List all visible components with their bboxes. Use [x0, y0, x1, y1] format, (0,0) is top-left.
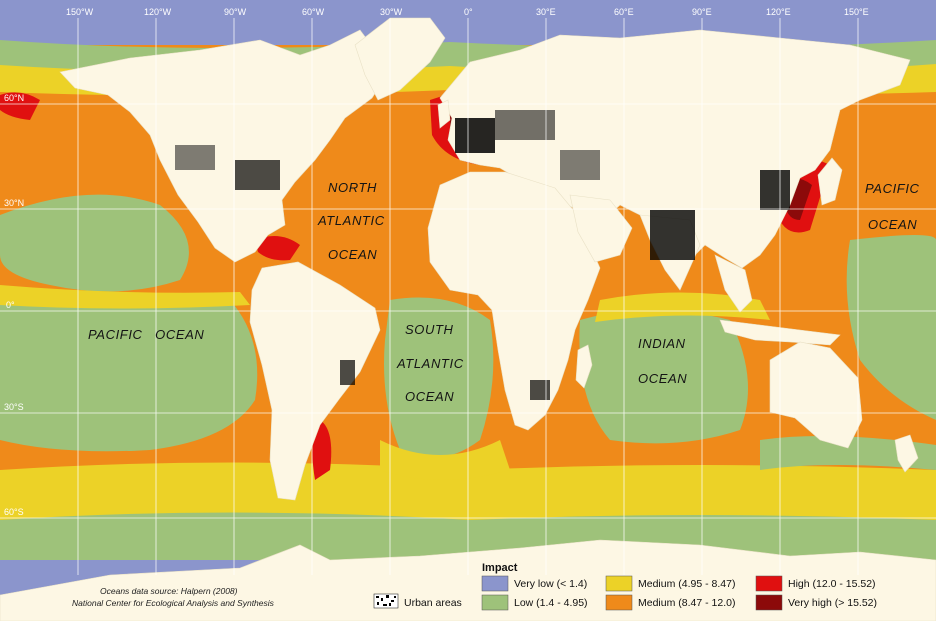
- pacific-east-label: PACIFIC: [865, 181, 920, 196]
- legend-label-medium: Medium (8.47 - 12.0): [638, 597, 735, 609]
- graticule: [0, 18, 936, 575]
- zone-caribbean-high: [255, 236, 300, 261]
- urban-patch: [560, 150, 600, 180]
- urban-patch: [235, 160, 280, 190]
- urban-patch: [760, 170, 790, 210]
- uk-landmass: [437, 99, 451, 129]
- urban-patch: [530, 380, 550, 400]
- ocean-labels: NORTH ATLANTIC OCEAN PACIFIC OCEAN SOUTH…: [88, 180, 920, 404]
- latitude-label: 60°S: [4, 507, 24, 517]
- legend-swatch-very-low: [481, 575, 509, 592]
- japan-landmass: [817, 157, 843, 206]
- longitude-label: 30°W: [380, 7, 403, 17]
- legend-swatch-medium: [605, 594, 633, 611]
- new-zealand-landmass: [894, 434, 919, 473]
- zone-south-atlantic-yellow: [380, 440, 510, 480]
- urban-legend: Urban areas: [373, 593, 462, 609]
- zone-australia-south-low: [760, 436, 936, 470]
- legend-swatch-very-high: [755, 594, 783, 611]
- greenland-landmass: [354, 17, 446, 101]
- longitude-label: 150°E: [844, 7, 869, 17]
- latitude-labels: 60°N 30°N 0° 30°S 60°S: [4, 93, 24, 517]
- pacific-west-label: PACIFIC OCEAN: [88, 327, 204, 342]
- north-atlantic-label: ATLANTIC: [317, 213, 385, 228]
- urban-speckle-icon: [376, 595, 396, 606]
- zone-pacific-east-low: [846, 235, 936, 420]
- australia-landmass: [769, 341, 863, 449]
- longitude-label: 120°W: [144, 7, 172, 17]
- zone-bering-high: [0, 92, 40, 120]
- urban-patch: [495, 110, 555, 140]
- africa-landmass: [427, 171, 601, 431]
- arabia-landmass: [569, 194, 633, 263]
- urban-legend-label: Urban areas: [404, 597, 462, 609]
- longitude-label: 150°W: [66, 7, 94, 17]
- impact-legend: Impact Very low (< 1.4) Low (1.4 - 4.95)…: [481, 562, 877, 611]
- zone-argentina-high: [312, 420, 332, 480]
- longitude-label: 120°E: [766, 7, 791, 17]
- zone-pacific-south-low: [0, 295, 258, 452]
- legend-label-very-low: Very low (< 1.4): [514, 578, 587, 590]
- legend-swatch-high: [755, 575, 783, 592]
- southeast-asia-landmass: [714, 254, 753, 313]
- legend-swatch-low: [481, 594, 509, 611]
- source-credit: Oceans data source: Halpern (2008) Natio…: [72, 586, 275, 608]
- north-atlantic-label: NORTH: [328, 180, 377, 195]
- source-line-2: National Center for Ecological Analysis …: [72, 598, 275, 608]
- south-atlantic-label: SOUTH: [405, 322, 454, 337]
- north-atlantic-label: OCEAN: [328, 247, 377, 262]
- north-america-landmass: [59, 29, 391, 263]
- pacific-east-label: OCEAN: [868, 217, 917, 232]
- legend-label-very-high: Very high (> 15.52): [788, 597, 877, 609]
- legend-swatch-medium-low: [605, 575, 633, 592]
- longitude-label: 30°E: [536, 7, 556, 17]
- zone-indian-yellow: [595, 292, 770, 322]
- south-america-landmass: [249, 261, 381, 501]
- urban-patch: [650, 210, 695, 260]
- urban-patch: [455, 118, 495, 153]
- latitude-label: 30°N: [4, 198, 24, 208]
- legend-label-medium-low: Medium (4.95 - 8.47): [638, 578, 735, 590]
- zone-indian-low: [579, 310, 748, 444]
- urban-areas: [175, 110, 790, 400]
- latitude-label: 60°N: [4, 93, 24, 103]
- zone-south-atlantic-low: [384, 297, 494, 458]
- longitude-labels: 150°W 120°W 90°W 60°W 30°W 0° 30°E 60°E …: [66, 7, 869, 17]
- longitude-label: 90°W: [224, 7, 247, 17]
- latitude-label: 30°S: [4, 402, 24, 412]
- latitude-label: 0°: [6, 300, 15, 310]
- source-line-1: Oceans data source: Halpern (2008): [100, 586, 238, 596]
- urban-swatch: [373, 593, 399, 609]
- indian-ocean-label: INDIAN: [638, 336, 686, 351]
- legend-title: Impact: [482, 562, 518, 574]
- urban-patch: [340, 360, 355, 385]
- indian-ocean-label: OCEAN: [638, 371, 687, 386]
- urban-patch: [175, 145, 215, 170]
- longitude-label: 60°W: [302, 7, 325, 17]
- south-atlantic-label: ATLANTIC: [396, 356, 464, 371]
- zone-pacific-north-low: [0, 194, 189, 292]
- longitude-label: 90°E: [692, 7, 712, 17]
- madagascar-landmass: [575, 344, 593, 389]
- zone-pacific-yellow: [0, 285, 250, 309]
- legend-label-high: High (12.0 - 15.52): [788, 578, 876, 590]
- longitude-label: 0°: [464, 7, 473, 17]
- longitude-label: 60°E: [614, 7, 634, 17]
- legend-label-low: Low (1.4 - 4.95): [514, 597, 588, 609]
- south-atlantic-label: OCEAN: [405, 389, 454, 404]
